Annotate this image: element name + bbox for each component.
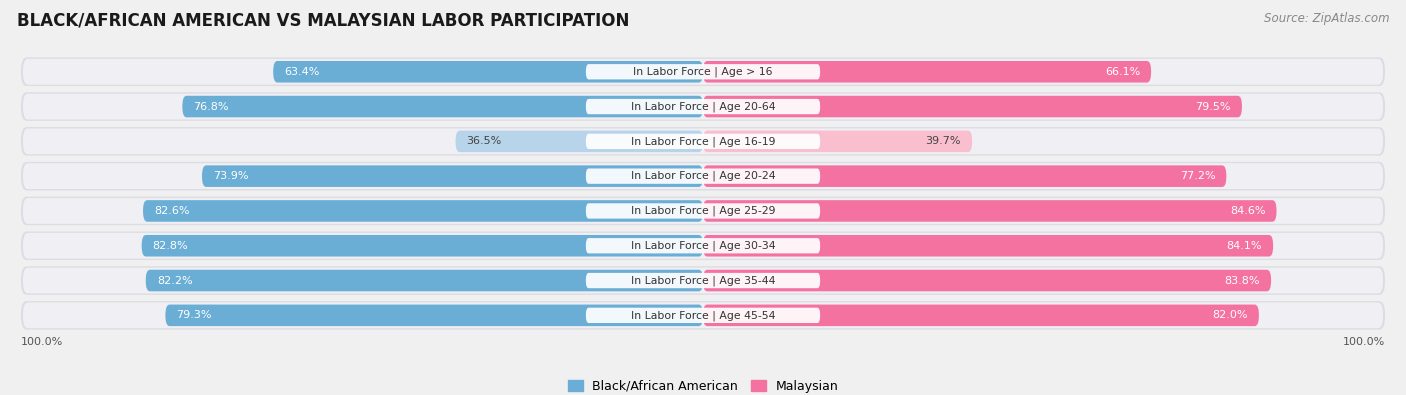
FancyBboxPatch shape (703, 96, 1241, 117)
Text: BLACK/AFRICAN AMERICAN VS MALAYSIAN LABOR PARTICIPATION: BLACK/AFRICAN AMERICAN VS MALAYSIAN LABO… (17, 12, 630, 30)
Text: In Labor Force | Age 16-19: In Labor Force | Age 16-19 (631, 136, 775, 147)
Text: In Labor Force | Age 25-29: In Labor Force | Age 25-29 (631, 206, 775, 216)
FancyBboxPatch shape (22, 233, 1384, 259)
Text: 82.6%: 82.6% (155, 206, 190, 216)
Text: In Labor Force | Age 20-64: In Labor Force | Age 20-64 (631, 101, 775, 112)
FancyBboxPatch shape (21, 231, 1385, 260)
Text: 84.1%: 84.1% (1226, 241, 1263, 251)
FancyBboxPatch shape (586, 203, 820, 218)
Text: 82.8%: 82.8% (153, 241, 188, 251)
FancyBboxPatch shape (202, 166, 703, 187)
Legend: Black/African American, Malaysian: Black/African American, Malaysian (562, 375, 844, 395)
Text: In Labor Force | Age 45-54: In Labor Force | Age 45-54 (631, 310, 775, 321)
FancyBboxPatch shape (21, 58, 1385, 86)
FancyBboxPatch shape (456, 131, 703, 152)
FancyBboxPatch shape (183, 96, 703, 117)
FancyBboxPatch shape (143, 200, 703, 222)
FancyBboxPatch shape (22, 59, 1384, 85)
FancyBboxPatch shape (586, 238, 820, 254)
FancyBboxPatch shape (22, 94, 1384, 119)
Text: 66.1%: 66.1% (1105, 67, 1140, 77)
FancyBboxPatch shape (273, 61, 703, 83)
FancyBboxPatch shape (22, 268, 1384, 293)
FancyBboxPatch shape (703, 235, 1272, 256)
Text: 76.8%: 76.8% (194, 102, 229, 111)
Text: In Labor Force | Age > 16: In Labor Force | Age > 16 (633, 66, 773, 77)
Text: 79.5%: 79.5% (1195, 102, 1230, 111)
FancyBboxPatch shape (21, 301, 1385, 329)
FancyBboxPatch shape (703, 166, 1226, 187)
FancyBboxPatch shape (703, 305, 1258, 326)
Text: 82.0%: 82.0% (1212, 310, 1249, 320)
Text: 63.4%: 63.4% (284, 67, 319, 77)
Text: 39.7%: 39.7% (925, 136, 962, 147)
FancyBboxPatch shape (586, 308, 820, 323)
FancyBboxPatch shape (22, 198, 1384, 224)
Text: 79.3%: 79.3% (176, 310, 212, 320)
FancyBboxPatch shape (586, 134, 820, 149)
Text: In Labor Force | Age 35-44: In Labor Force | Age 35-44 (631, 275, 775, 286)
Text: 83.8%: 83.8% (1225, 276, 1260, 286)
FancyBboxPatch shape (21, 92, 1385, 121)
FancyBboxPatch shape (703, 61, 1152, 83)
FancyBboxPatch shape (146, 270, 703, 292)
FancyBboxPatch shape (22, 303, 1384, 328)
FancyBboxPatch shape (21, 197, 1385, 225)
FancyBboxPatch shape (21, 127, 1385, 156)
FancyBboxPatch shape (22, 128, 1384, 154)
Text: 36.5%: 36.5% (467, 136, 502, 147)
Text: In Labor Force | Age 20-24: In Labor Force | Age 20-24 (631, 171, 775, 181)
Text: Source: ZipAtlas.com: Source: ZipAtlas.com (1264, 12, 1389, 25)
FancyBboxPatch shape (21, 266, 1385, 295)
FancyBboxPatch shape (22, 163, 1384, 189)
FancyBboxPatch shape (586, 169, 820, 184)
Text: In Labor Force | Age 30-34: In Labor Force | Age 30-34 (631, 241, 775, 251)
Text: 77.2%: 77.2% (1180, 171, 1215, 181)
FancyBboxPatch shape (586, 64, 820, 79)
Text: 100.0%: 100.0% (1343, 337, 1385, 347)
FancyBboxPatch shape (703, 131, 972, 152)
FancyBboxPatch shape (703, 200, 1277, 222)
Text: 73.9%: 73.9% (214, 171, 249, 181)
FancyBboxPatch shape (703, 270, 1271, 292)
FancyBboxPatch shape (142, 235, 703, 256)
Text: 84.6%: 84.6% (1230, 206, 1265, 216)
Text: 82.2%: 82.2% (157, 276, 193, 286)
FancyBboxPatch shape (21, 162, 1385, 190)
Text: 100.0%: 100.0% (21, 337, 63, 347)
FancyBboxPatch shape (166, 305, 703, 326)
FancyBboxPatch shape (586, 99, 820, 114)
FancyBboxPatch shape (586, 273, 820, 288)
